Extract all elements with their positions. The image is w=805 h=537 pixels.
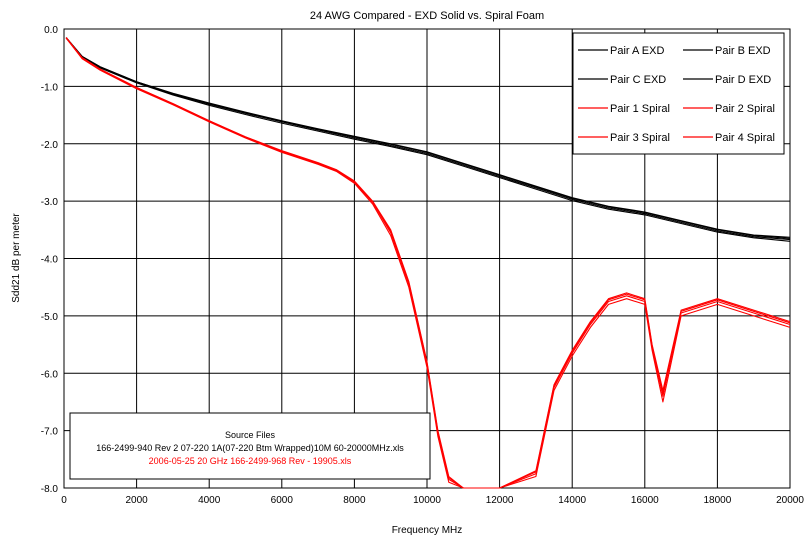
chart-title: 24 AWG Compared - EXD Solid vs. Spiral F…: [310, 10, 544, 22]
y-tick-label: -1.0: [41, 82, 59, 93]
legend-box: [572, 32, 785, 155]
x-tick-label: 2000: [125, 495, 148, 506]
legend-label: Pair D EXD: [715, 74, 771, 86]
source-files-note: Source Files 166-2499-940 Rev 2 07-220 1…: [69, 412, 431, 480]
y-tick-label: 0.0: [44, 25, 58, 36]
x-tick-label: 12000: [486, 495, 514, 506]
series-line-pair-d-exd: [65, 37, 791, 238]
x-tick-label: 6000: [271, 495, 294, 506]
note-line-1: 166-2499-940 Rev 2 07-220 1A(07-220 Btm …: [96, 443, 404, 453]
tick-labels: 0 2000 4000 6000 8000 10000 12000 14000 16000 180…: [41, 25, 805, 506]
series-line-pair-4-spiral: [65, 37, 791, 489]
series-line-pair-c-exd: [65, 37, 791, 242]
note-box: [69, 412, 431, 480]
legend-label: Pair 1 Spiral: [610, 103, 670, 115]
legend-label: Pair B EXD: [715, 45, 771, 57]
y-axis-label: Sdd21 dB per meter: [11, 213, 22, 303]
legend-label: Pair C EXD: [610, 74, 666, 86]
y-tick-label: -4.0: [41, 255, 59, 266]
y-tick-label: -7.0: [41, 427, 59, 438]
legend-label: Pair A EXD: [610, 45, 664, 57]
y-tick-label: -5.0: [41, 312, 59, 323]
series-lines: [65, 37, 791, 489]
x-tick-label: 0: [61, 495, 67, 506]
x-tick-label: 4000: [198, 495, 221, 506]
y-tick-label: -2.0: [41, 140, 59, 151]
x-tick-label: 14000: [558, 495, 586, 506]
legend-label: Pair 3 Spiral: [610, 132, 670, 144]
note-line-2: 2006-05-25 20 GHz 166-2499-968 Rev - 199…: [149, 456, 352, 466]
y-tick-label: -3.0: [41, 197, 59, 208]
x-tick-label: 10000: [413, 495, 441, 506]
x-tick-label: 20000: [776, 495, 804, 506]
series-line-pair-3-spiral: [65, 37, 791, 489]
x-tick-label: 18000: [703, 495, 731, 506]
x-tick-label: 16000: [631, 495, 659, 506]
y-tick-label: -6.0: [41, 369, 59, 380]
x-axis-label: Frequency MHz: [392, 525, 463, 536]
note-title: Source Files: [225, 430, 276, 440]
y-tick-label: -8.0: [41, 484, 59, 495]
x-tick-label: 8000: [343, 495, 366, 506]
legend-label: Pair 2 Spiral: [715, 103, 775, 115]
legend: Pair A EXD Pair B EXD Pair C EXD Pair D EXD…: [572, 32, 785, 155]
legend-label: Pair 4 Spiral: [715, 132, 775, 144]
